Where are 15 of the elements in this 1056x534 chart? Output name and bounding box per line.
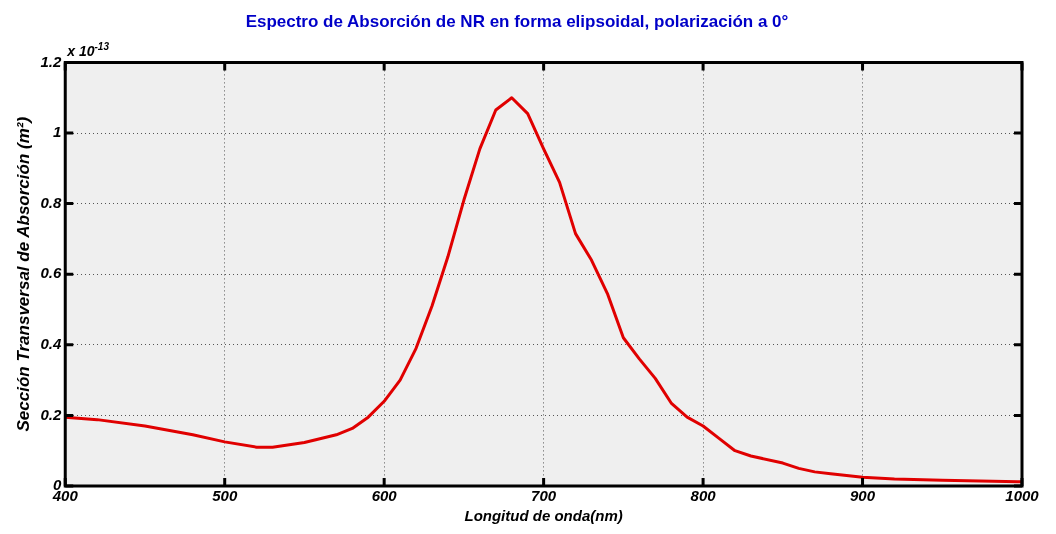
x-tick-label: 700 <box>531 487 557 505</box>
y-tick-label: 0.8 <box>40 193 62 211</box>
y-tick-label: 1.2 <box>40 52 62 70</box>
y-axis-title: Sección Transversal de Absorción (m²) <box>13 116 33 432</box>
y-tick-label: 0.4 <box>40 334 62 352</box>
y-tick-label: 0.6 <box>40 264 62 282</box>
x-axis-title: Longitud de onda(nm) <box>464 507 623 525</box>
x-tick-label: 1000 <box>1005 487 1040 505</box>
x-tick-label: 800 <box>690 487 717 505</box>
chart-title: Espectro de Absorción de NR en forma elipsoidal, polarización a 0° <box>245 11 789 31</box>
x-tick-label: 900 <box>850 487 876 505</box>
y-tick-label: 0.2 <box>40 405 62 423</box>
y-tick-label: 1 <box>52 123 62 141</box>
x-tick-label: 500 <box>212 487 238 505</box>
x-tick-label: 600 <box>371 487 398 505</box>
